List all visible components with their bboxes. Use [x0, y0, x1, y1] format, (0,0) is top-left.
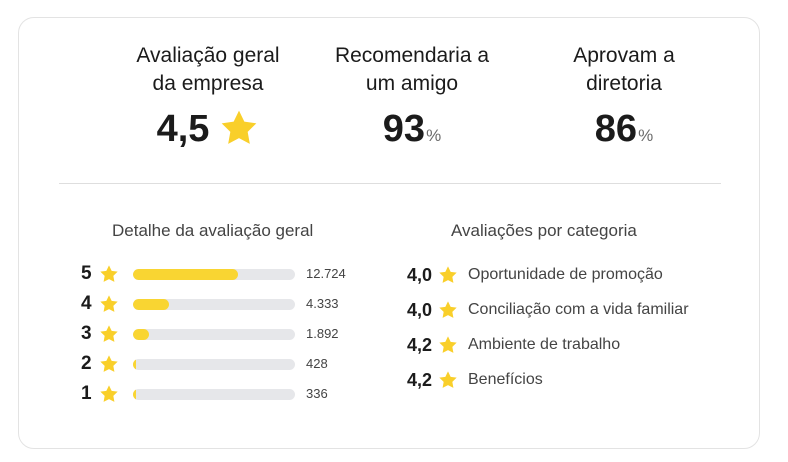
star-icon: [100, 295, 118, 312]
star-icon: [100, 385, 118, 402]
summary-section: Avaliação geral da empresa 4,5 Recomenda…: [19, 18, 759, 184]
review-count: 336: [306, 386, 328, 401]
distribution-bar-track: [133, 329, 295, 340]
star-level-label: 4: [81, 293, 92, 314]
distribution-bar-fill: [133, 329, 150, 340]
star-icon: [439, 301, 457, 318]
distribution-bar-track: [133, 389, 295, 400]
section-divider: [59, 183, 721, 184]
distribution-bar-track: [133, 359, 295, 370]
recommend-unit: %: [426, 126, 442, 145]
review-count: 1.892: [306, 326, 339, 341]
star-level-label: 2: [81, 353, 92, 374]
distribution-bar-track: [133, 269, 295, 280]
approve-label: Aprovam a diretoria: [573, 44, 675, 95]
star-level-label: 5: [81, 263, 92, 284]
distribution-bar-fill: [133, 359, 137, 370]
recommend-metric: Recomendaria a um amigo 93 %: [312, 42, 512, 150]
review-count: 4.333: [306, 296, 339, 311]
approve-metric: Aprovam a diretoria 86 %: [524, 42, 724, 150]
category-rating-row: 4,2 Ambiente de trabalho: [407, 333, 747, 357]
category-score: 4,2: [407, 335, 433, 355]
star-icon: [100, 325, 118, 342]
category-rating-row: 4,0 Conciliação com a vida familiar: [407, 298, 747, 322]
category-rating-row: 4,2 Benefícios: [407, 368, 747, 392]
approve-value-row: 86 %: [524, 106, 724, 150]
overall-rating-value-row: 4,5: [108, 106, 308, 150]
categories-title: Avaliações por categoria: [451, 221, 637, 240]
rating-distribution-row: 2 428: [81, 353, 381, 375]
star-level-label: 3: [81, 323, 92, 344]
distribution-bar-fill: [133, 389, 136, 400]
rating-distribution-row: 5 12.724: [81, 263, 381, 285]
recommend-label: Recomendaria a um amigo: [334, 44, 490, 95]
star-level-label: 1: [81, 383, 92, 404]
approve-value: 86: [594, 108, 638, 150]
overall-rating-metric: Avaliação geral da empresa 4,5: [108, 42, 308, 150]
category-score: 4,2: [407, 370, 433, 390]
star-icon: [100, 355, 118, 372]
recommend-value-row: 93 %: [312, 106, 512, 150]
category-name: Conciliação com a vida familiar: [468, 301, 689, 318]
overall-rating-value: 4,5: [156, 108, 210, 150]
breakdown-title: Detalhe da avaliação geral: [112, 221, 314, 240]
review-count: 12.724: [306, 266, 346, 281]
rating-distribution-row: 1 336: [81, 383, 381, 405]
star-icon: [100, 265, 118, 282]
review-count: 428: [306, 356, 328, 371]
star-icon: [222, 110, 257, 144]
category-rating-row: 4,0 Oportunidade de promoção: [407, 263, 747, 287]
category-name: Benefícios: [468, 371, 543, 388]
distribution-bar-fill: [133, 299, 169, 310]
rating-distribution-row: 4 4.333: [81, 293, 381, 315]
category-score: 4,0: [407, 265, 433, 285]
star-icon: [439, 266, 457, 283]
overall-rating-label: Avaliação geral da empresa: [136, 44, 280, 95]
star-icon: [439, 336, 457, 353]
category-name: Oportunidade de promoção: [468, 266, 663, 283]
approve-unit: %: [638, 126, 654, 145]
category-name: Ambiente de trabalho: [468, 336, 621, 353]
category-score: 4,0: [407, 300, 433, 320]
distribution-bar-track: [133, 299, 295, 310]
star-icon: [439, 371, 457, 388]
rating-distribution-row: 3 1.892: [81, 323, 381, 345]
ratings-card: Avaliação geral da empresa 4,5 Recomenda…: [18, 17, 760, 449]
recommend-value: 93: [382, 108, 426, 150]
distribution-bar-fill: [133, 269, 239, 280]
